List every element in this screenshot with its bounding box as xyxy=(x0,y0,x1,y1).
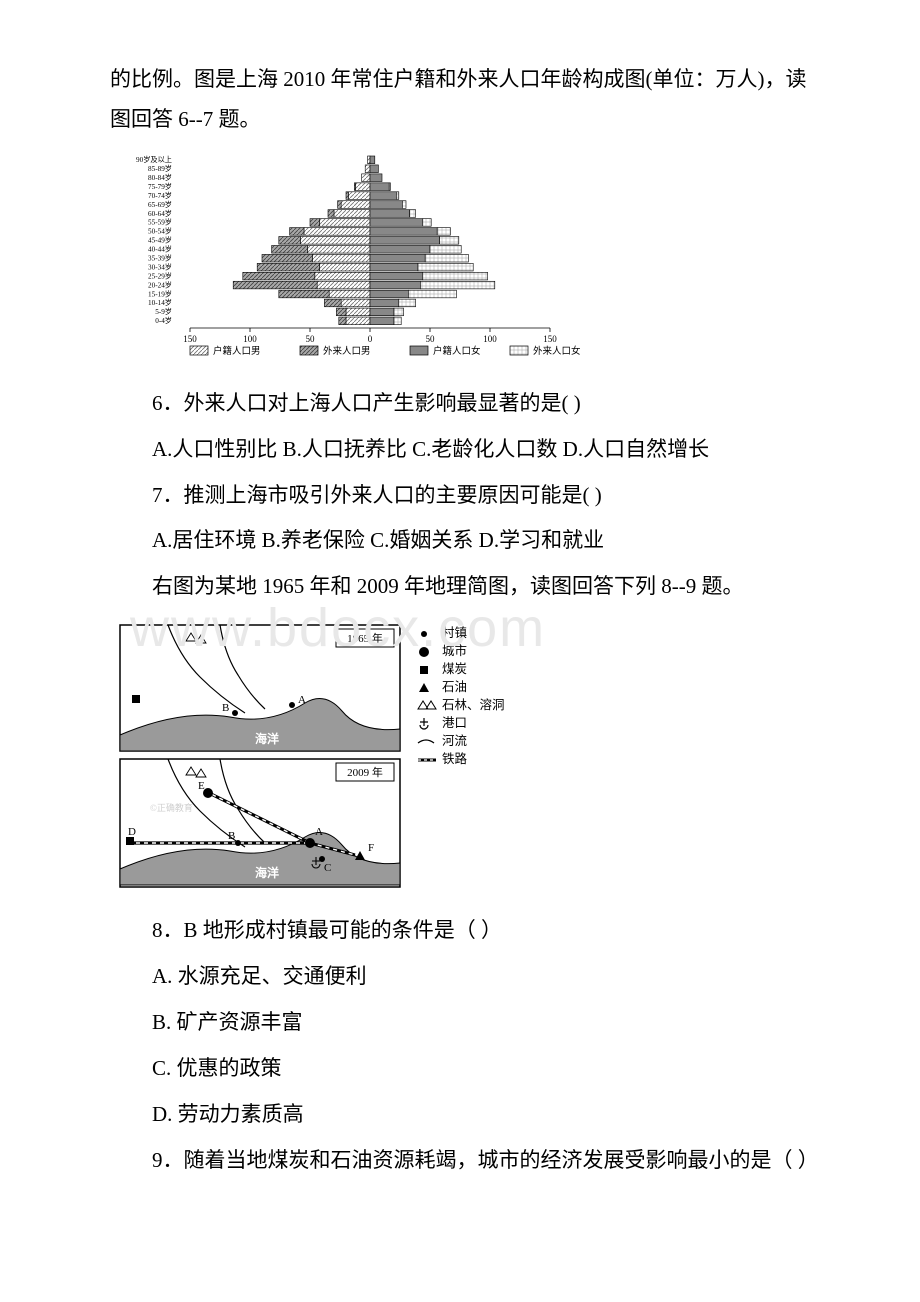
q7-opts: A.居住环境 B.养老保险 C.婚姻关系 D.学习和就业 xyxy=(110,521,810,561)
svg-text:0-4岁: 0-4岁 xyxy=(155,316,172,325)
svg-text:村镇: 村镇 xyxy=(442,626,467,640)
svg-text:10-14岁: 10-14岁 xyxy=(148,298,172,307)
svg-text:50: 50 xyxy=(426,334,436,344)
svg-text:90岁及以上: 90岁及以上 xyxy=(136,155,172,164)
svg-text:B: B xyxy=(222,702,229,714)
svg-text:45-49岁: 45-49岁 xyxy=(148,235,172,244)
svg-text:100: 100 xyxy=(483,334,497,344)
svg-text:85-89岁: 85-89岁 xyxy=(148,164,172,173)
q9-stem: 9．随着当地煤炭和石油资源耗竭，城市的经济发展受影响最小的是（ ） xyxy=(110,1141,810,1181)
svg-text:35-39岁: 35-39岁 xyxy=(148,253,172,262)
q7-stem: 7．推测上海市吸引外来人口的主要原因可能是( ) xyxy=(110,476,810,516)
svg-text:65-69岁: 65-69岁 xyxy=(148,200,172,209)
q8-stem: 8．B 地形成村镇最可能的条件是（ ） xyxy=(110,911,810,951)
map-figure: A B 海洋 1965 年 D F A E B C 海洋 2009 年 ©正确教育 村镇城市煤炭石油石林、… xyxy=(110,617,810,897)
svg-text:40-44岁: 40-44岁 xyxy=(148,244,172,253)
svg-text:外来人口男: 外来人口男 xyxy=(323,345,371,357)
svg-text:D: D xyxy=(128,826,136,838)
svg-text:80-84岁: 80-84岁 xyxy=(148,173,172,182)
q8-opt-c: C. 优惠的政策 xyxy=(110,1049,810,1089)
svg-text:150: 150 xyxy=(183,334,197,344)
svg-text:20-24岁: 20-24岁 xyxy=(148,280,172,289)
svg-text:A: A xyxy=(315,826,323,838)
svg-text:F: F xyxy=(368,842,374,854)
svg-text:C: C xyxy=(324,862,331,874)
svg-text:100: 100 xyxy=(243,334,257,344)
intro-text: 的比例。图是上海 2010 年常住户籍和外来人口年龄构成图(单位：万人)，读图回… xyxy=(110,60,810,140)
svg-text:0: 0 xyxy=(368,334,373,344)
svg-text:E: E xyxy=(198,780,205,792)
svg-text:城市: 城市 xyxy=(442,643,467,658)
svg-text:75-79岁: 75-79岁 xyxy=(148,182,172,191)
svg-text:2009 年: 2009 年 xyxy=(347,765,383,779)
q6-stem: 6．外来人口对上海人口产生影响最显著的是( ) xyxy=(110,384,810,424)
svg-text:©正确教育: ©正确教育 xyxy=(150,802,193,813)
svg-text:煤炭: 煤炭 xyxy=(442,662,467,676)
svg-text:25-29岁: 25-29岁 xyxy=(148,271,172,280)
svg-text:1965 年: 1965 年 xyxy=(347,631,383,645)
svg-text:石油: 石油 xyxy=(442,680,467,694)
svg-text:15-19岁: 15-19岁 xyxy=(148,289,172,298)
svg-text:150: 150 xyxy=(543,334,557,344)
pyramid-figure: 90岁及以上85-89岁80-84岁75-79岁70-74岁65-69岁60-6… xyxy=(110,150,810,370)
svg-text:河流: 河流 xyxy=(442,734,468,748)
bridge-text: 右图为某地 1965 年和 2009 年地理简图，读图回答下列 8--9 题。 xyxy=(110,567,810,607)
svg-text:50-54岁: 50-54岁 xyxy=(148,226,172,235)
svg-text:50: 50 xyxy=(306,334,316,344)
svg-text:铁路: 铁路 xyxy=(442,751,468,766)
svg-text:海洋: 海洋 xyxy=(255,731,279,746)
svg-text:户籍人口男: 户籍人口男 xyxy=(213,345,261,357)
svg-text:70-74岁: 70-74岁 xyxy=(148,191,172,200)
svg-text:5-9岁: 5-9岁 xyxy=(155,307,172,316)
svg-text:60-64岁: 60-64岁 xyxy=(148,209,172,218)
svg-text:30-34岁: 30-34岁 xyxy=(148,262,172,271)
svg-text:外来人口女: 外来人口女 xyxy=(533,345,581,357)
svg-text:石林、溶洞: 石林、溶洞 xyxy=(442,697,505,712)
q8-opt-a: A. 水源充足、交通便利 xyxy=(110,957,810,997)
svg-text:55-59岁: 55-59岁 xyxy=(148,217,172,226)
q8-opt-d: D. 劳动力素质高 xyxy=(110,1095,810,1135)
svg-text:B: B xyxy=(228,830,235,842)
q6-opts: A.人口性别比 B.人口抚养比 C.老龄化人口数 D.人口自然增长 xyxy=(110,430,810,470)
svg-text:港口: 港口 xyxy=(442,716,467,730)
q8-opt-b: B. 矿产资源丰富 xyxy=(110,1003,810,1043)
svg-text:海洋: 海洋 xyxy=(255,865,279,880)
svg-text:户籍人口女: 户籍人口女 xyxy=(433,345,481,357)
svg-text:A: A xyxy=(298,694,306,706)
